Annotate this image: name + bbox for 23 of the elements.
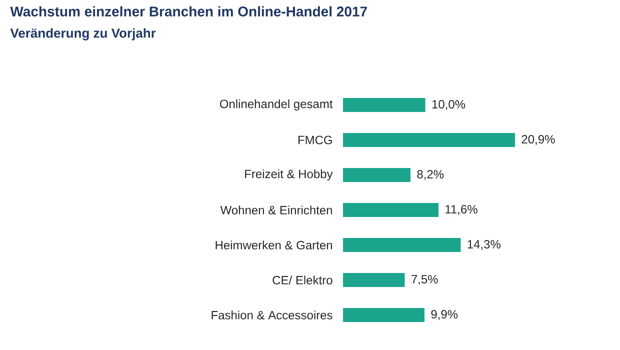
bar [343, 168, 410, 182]
y-tick-label: Freizeit & Hobby [245, 169, 333, 181]
data-label: 20,9% [522, 135, 555, 145]
y-tick-label: Onlinehandel gesamt [220, 99, 333, 111]
y-tick-label: FMCG [298, 136, 332, 144]
bar [343, 238, 461, 252]
bar [343, 308, 424, 322]
text: Veränderung zu Vorjahr [10, 28, 156, 40]
data-label: 9,9% [431, 310, 458, 320]
y-tick-label: CE/ Elektro [272, 276, 332, 284]
data-label: 7,5% [412, 275, 438, 285]
y-tick-label: Fashion & Accessoires [212, 310, 332, 320]
data-label: 10,0% [432, 100, 466, 110]
bar [343, 273, 405, 287]
bar [343, 133, 516, 148]
text: Wachstum einzelner Branchen im Online-Handel 2017 [10, 6, 367, 16]
data-label: 14,3% [468, 240, 500, 250]
bar [343, 98, 426, 112]
data-label: 8,2% [417, 170, 444, 180]
y-tick-label: Wohnen & Einrichten [220, 206, 332, 214]
data-label: 11,6% [446, 205, 478, 215]
bar [343, 203, 438, 217]
y-tick-label: Heimwerken & Garten [216, 240, 332, 250]
